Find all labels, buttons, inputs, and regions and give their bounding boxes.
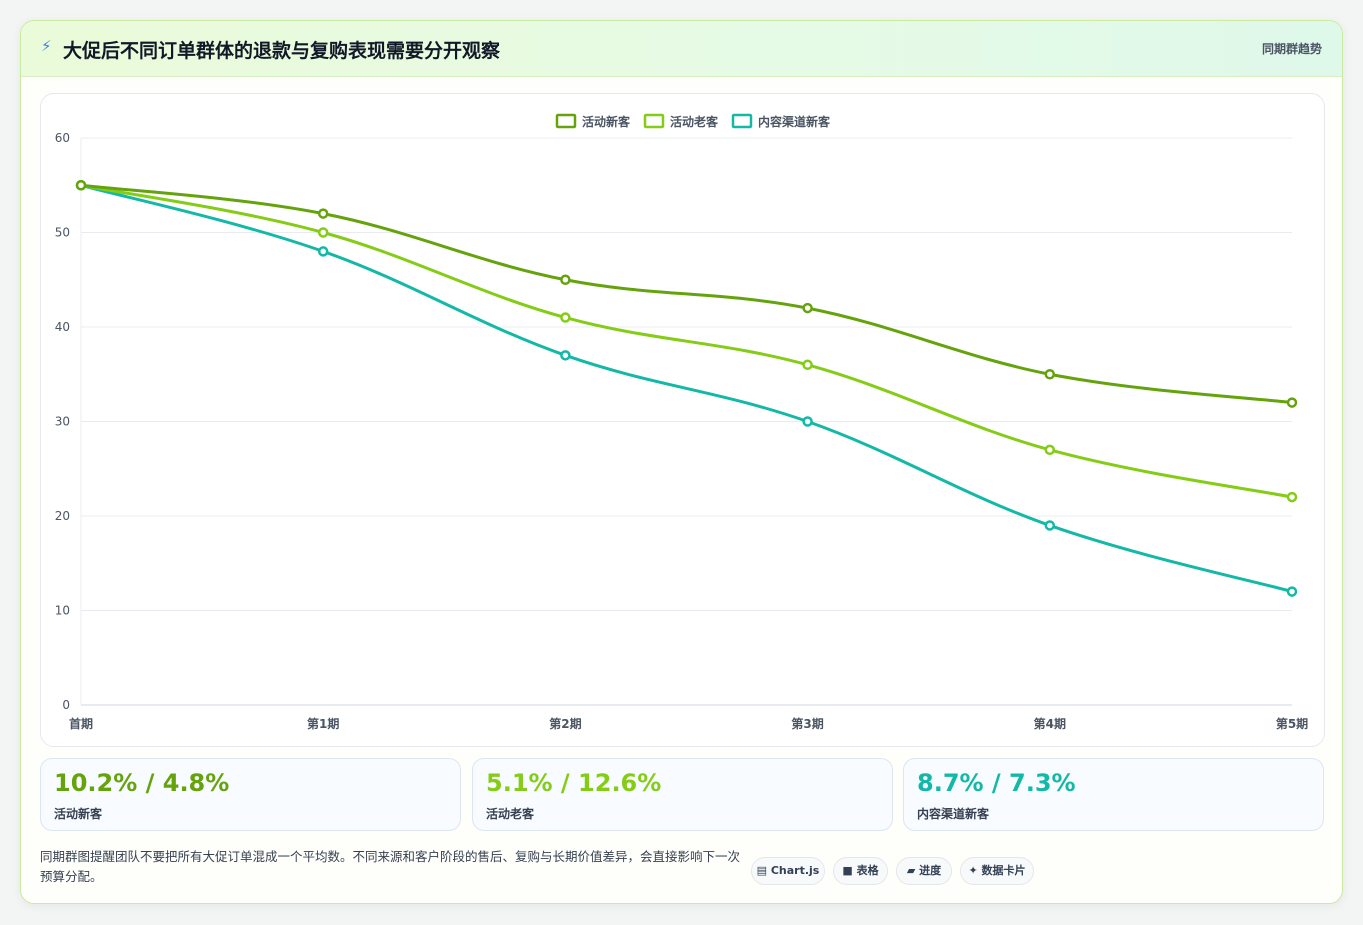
- data-point-1: [75, 180, 87, 191]
- chip-table[interactable]: ■ 表格: [833, 857, 888, 885]
- card-title: 大促后不同订单群体的退款与复购表现需要分开观察: [63, 40, 501, 62]
- legend-label-1: 活动新客: [582, 114, 631, 129]
- x-tick-label: 第5期: [1276, 716, 1308, 731]
- kpi-label-2: 活动老客: [486, 807, 535, 821]
- x-tick-label: 第4期: [1034, 716, 1066, 731]
- y-tick-label: 30: [55, 415, 70, 429]
- y-tick-label: 0: [62, 698, 70, 712]
- data-point-2: [317, 227, 329, 238]
- data-point-1: [802, 302, 813, 314]
- x-tick-label: 第1期: [307, 716, 339, 731]
- y-tick-label: 20: [55, 509, 70, 523]
- chip-data-card[interactable]: ✦ 数据卡片: [960, 857, 1034, 885]
- series-line-2: [79, 183, 1294, 499]
- data-point-1: [1286, 397, 1298, 408]
- x-tick-label: 第3期: [791, 716, 823, 731]
- chip-chartjs[interactable]: ▤ Chart.js: [751, 857, 825, 885]
- kpi-card-1: 10.2% / 4.8% 活动新客: [40, 758, 461, 831]
- data-point-3: [802, 416, 813, 427]
- card-header: ⚡ 大促后不同订单群体的退款与复购表现需要分开观察 同期群趋势: [21, 21, 1342, 77]
- data-point-2: [560, 312, 571, 323]
- legend-swatch-3: [731, 113, 753, 129]
- kpi-label-3: 内容渠道新客: [917, 807, 990, 821]
- kpi-value-1: 10.2% / 4.8%: [54, 769, 230, 797]
- lightning-icon: ⚡: [41, 37, 52, 55]
- data-point-3: [317, 246, 329, 257]
- chart-card: ⚡ 大促后不同订单群体的退款与复购表现需要分开观察 同期群趋势 0 10 20 30 4…: [20, 20, 1343, 904]
- chip-progress[interactable]: ▰ 进度: [896, 857, 952, 885]
- data-point-3: [560, 350, 571, 361]
- data-point-3: [1286, 586, 1298, 597]
- y-tick-label: 60: [55, 131, 70, 145]
- footnote: 同期群图提醒团队不要把所有大促订单混成一个平均数。不同来源和客户阶段的售后、复购…: [40, 849, 741, 884]
- y-tick-label: 50: [55, 226, 70, 240]
- kpi-value-2: 5.1% / 12.6%: [486, 769, 662, 797]
- x-tick-label: 首期: [69, 716, 93, 731]
- chart-type-tag: 同期群趋势: [1261, 42, 1322, 56]
- data-point-2: [1044, 444, 1056, 456]
- y-tick-label: 40: [55, 320, 70, 334]
- legend-swatch-1: [555, 113, 577, 129]
- legend-label-2: 活动老客: [670, 114, 719, 129]
- data-point-1: [560, 274, 571, 285]
- legend-swatch-2: [643, 113, 665, 129]
- data-point-1: [317, 208, 329, 219]
- kpi-value-3: 8.7% / 7.3%: [917, 769, 1076, 797]
- x-tick-label: 第2期: [549, 716, 581, 731]
- y-tick-label: 10: [55, 604, 70, 618]
- kpi-label-1: 活动新客: [54, 807, 103, 821]
- chart-panel: 0 10 20 30 40 50 60 首期 第1期 第2期 第3期 第4期 第5期 活动新客 活动老客 内容…: [40, 93, 1325, 747]
- kpi-card-2: 5.1% / 12.6% 活动老客: [472, 758, 893, 831]
- line-chart: 0 10 20 30 40 50 60 首期 第1期 第2期 第3期 第4期 第5期 活动新客 活动老客 内容…: [55, 113, 1308, 731]
- legend-label-3: 内容渠道新客: [758, 114, 831, 129]
- series-line-3: [79, 183, 1294, 594]
- data-point-1: [1044, 369, 1056, 380]
- data-point-2: [802, 359, 813, 371]
- data-point-3: [1044, 520, 1056, 531]
- series-line-1: [79, 183, 1294, 405]
- data-point-2: [1286, 491, 1298, 503]
- kpi-card-3: 8.7% / 7.3% 内容渠道新客: [903, 758, 1324, 831]
